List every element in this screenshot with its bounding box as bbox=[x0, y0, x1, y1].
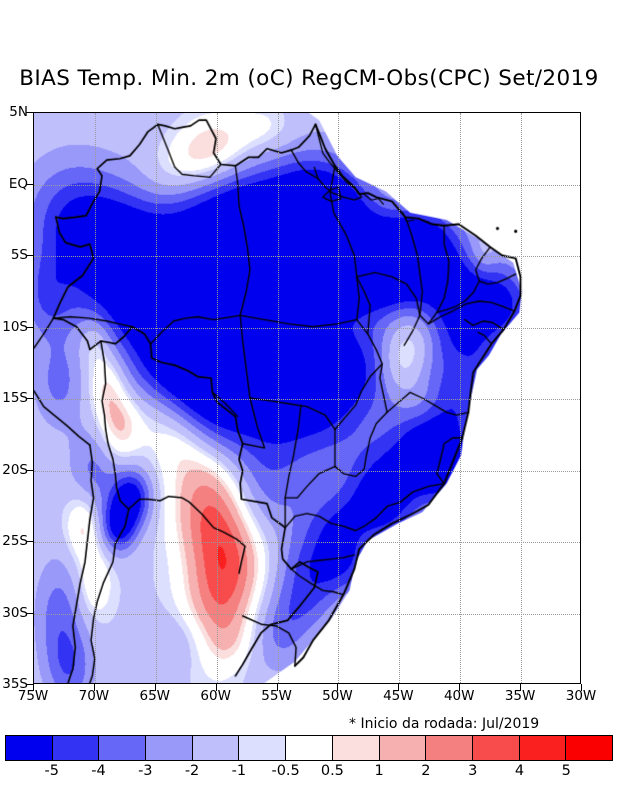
colorbar-label--5: -5 bbox=[44, 763, 59, 779]
colorbar-segment-2 bbox=[99, 736, 147, 760]
lon-tick bbox=[459, 684, 461, 691]
lat-label-15S: 15S bbox=[2, 390, 28, 406]
lon-tick bbox=[276, 684, 278, 691]
lon-label-55W: 55W bbox=[261, 688, 292, 704]
lon-tick bbox=[398, 684, 400, 691]
lon-tick bbox=[154, 684, 156, 691]
lat-label-EQ: EQ bbox=[8, 175, 28, 192]
lat-label-5S: 5S bbox=[10, 247, 28, 263]
lon-tick bbox=[33, 684, 34, 691]
colorbar-label--2: -2 bbox=[184, 763, 200, 779]
lat-tick bbox=[26, 326, 33, 328]
lat-label-10S: 10S bbox=[2, 318, 28, 335]
lon-tick bbox=[215, 684, 217, 691]
colorbar-label-3: 3 bbox=[468, 763, 478, 779]
colorbar-label--1: -1 bbox=[231, 763, 247, 779]
lon-label-35W: 35W bbox=[504, 688, 536, 704]
colorbar-segment-5 bbox=[239, 736, 287, 760]
colorbar-segment-0 bbox=[6, 736, 53, 760]
lat-tick bbox=[26, 255, 33, 256]
lon-label-30W: 30W bbox=[565, 688, 597, 704]
lon-tick bbox=[520, 684, 522, 691]
colorbar-segment-1 bbox=[52, 736, 100, 760]
colorbar-segment-12 bbox=[566, 736, 612, 760]
colorbar-label-4: 4 bbox=[514, 763, 525, 779]
lon-label-60W: 60W bbox=[200, 688, 231, 704]
lon-tick bbox=[337, 684, 339, 691]
colorbar-segment-9 bbox=[426, 736, 473, 760]
lon-label-45W: 45W bbox=[383, 688, 414, 704]
bias-field-heatmap bbox=[34, 113, 580, 683]
lat-tick bbox=[26, 684, 33, 685]
lon-label-70W: 70W bbox=[78, 688, 110, 704]
colorbar-label-2: 2 bbox=[421, 763, 431, 779]
lon-tick bbox=[93, 684, 95, 691]
colorbar-segment-4 bbox=[192, 736, 240, 760]
lat-tick bbox=[26, 612, 33, 614]
lon-label-40W: 40W bbox=[443, 688, 475, 704]
colorbar-segment-6 bbox=[286, 736, 333, 760]
lat-label-5N: 5N bbox=[9, 104, 28, 120]
colorbar-segment-8 bbox=[379, 736, 427, 760]
lat-label-30S: 30S bbox=[2, 604, 28, 621]
map-plot-area bbox=[33, 112, 581, 684]
lat-tick bbox=[26, 541, 33, 542]
colorbar bbox=[5, 735, 613, 761]
lon-label-65W: 65W bbox=[139, 688, 171, 704]
colorbar-segment-10 bbox=[472, 736, 520, 760]
colorbar-label--4: -4 bbox=[91, 763, 106, 779]
colorbar-label-5: 5 bbox=[561, 763, 571, 779]
lat-tick bbox=[26, 469, 33, 471]
colorbar-label-0.5: 0.5 bbox=[320, 763, 344, 779]
colorbar-segment-11 bbox=[519, 736, 567, 760]
lat-tick bbox=[26, 183, 33, 185]
lon-tick bbox=[581, 684, 582, 691]
lat-tick bbox=[26, 112, 33, 113]
colorbar-label--0.5: -0.5 bbox=[271, 763, 300, 779]
lon-label-75W: 75W bbox=[17, 688, 49, 704]
lat-label-35S: 35S bbox=[2, 676, 28, 692]
colorbar-label-1: 1 bbox=[374, 763, 384, 779]
colorbar-segment-7 bbox=[332, 736, 380, 760]
colorbar-segment-3 bbox=[146, 736, 193, 760]
run-init-note: * Inicio da rodada: Jul/2019 bbox=[349, 716, 540, 732]
page-title: BIAS Temp. Min. 2m (oC) RegCM-Obs(CPC) S… bbox=[19, 66, 599, 91]
colorbar-label--3: -3 bbox=[138, 763, 153, 779]
lat-tick bbox=[26, 398, 33, 399]
lat-label-25S: 25S bbox=[2, 533, 28, 549]
lat-label-20S: 20S bbox=[2, 461, 28, 478]
lon-label-50W: 50W bbox=[322, 688, 353, 704]
